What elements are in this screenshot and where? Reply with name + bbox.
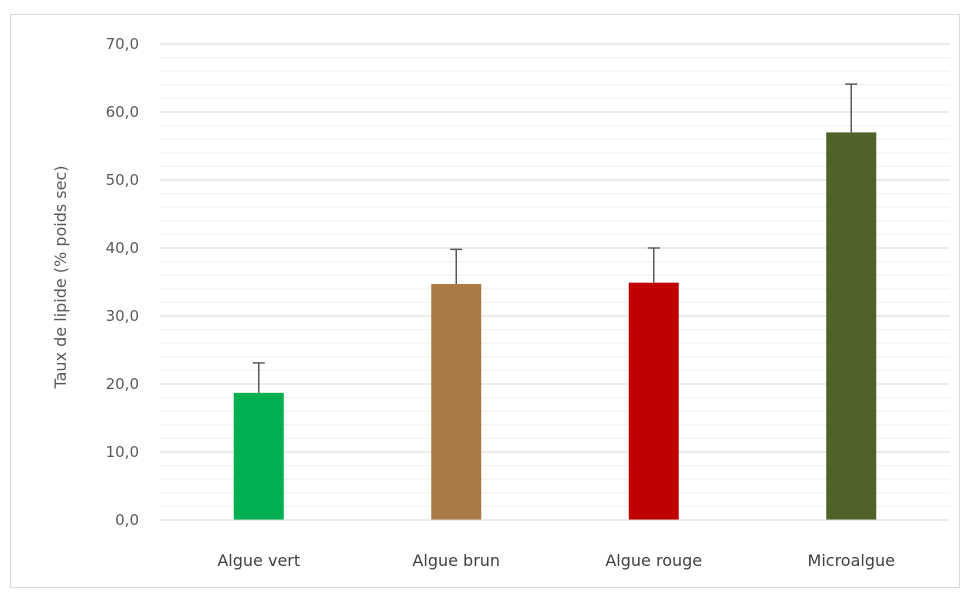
x-tick-label: Microalgue xyxy=(808,551,895,570)
y-tick-label: 20,0 xyxy=(106,375,139,393)
x-tick-label: Algue brun xyxy=(412,551,500,570)
error-bars xyxy=(252,83,858,393)
gridlines xyxy=(160,43,950,507)
x-tick-label: Algue vert xyxy=(217,551,300,570)
bar xyxy=(628,282,679,520)
y-axis-title: Taux de lipide (% poids sec) xyxy=(51,165,70,389)
bar xyxy=(233,392,284,520)
bar xyxy=(826,132,877,520)
y-tick-label: 40,0 xyxy=(106,239,139,257)
y-tick-label: 70,0 xyxy=(106,35,139,53)
bars xyxy=(233,132,877,520)
y-tick-label: 10,0 xyxy=(106,443,139,461)
x-tick-label: Algue rouge xyxy=(605,551,702,570)
y-tick-label: 30,0 xyxy=(106,307,139,325)
y-tick-labels: 0,0 10,0 20,0 30,0 40,0 50,0 60,0 70,0 xyxy=(106,35,139,529)
y-tick-label: 60,0 xyxy=(106,103,139,121)
y-tick-label: 0,0 xyxy=(115,511,139,529)
bar xyxy=(431,284,482,520)
y-tick-label: 50,0 xyxy=(106,171,139,189)
x-tick-labels: Algue vert Algue brun Algue rouge Microalgu… xyxy=(217,551,895,570)
